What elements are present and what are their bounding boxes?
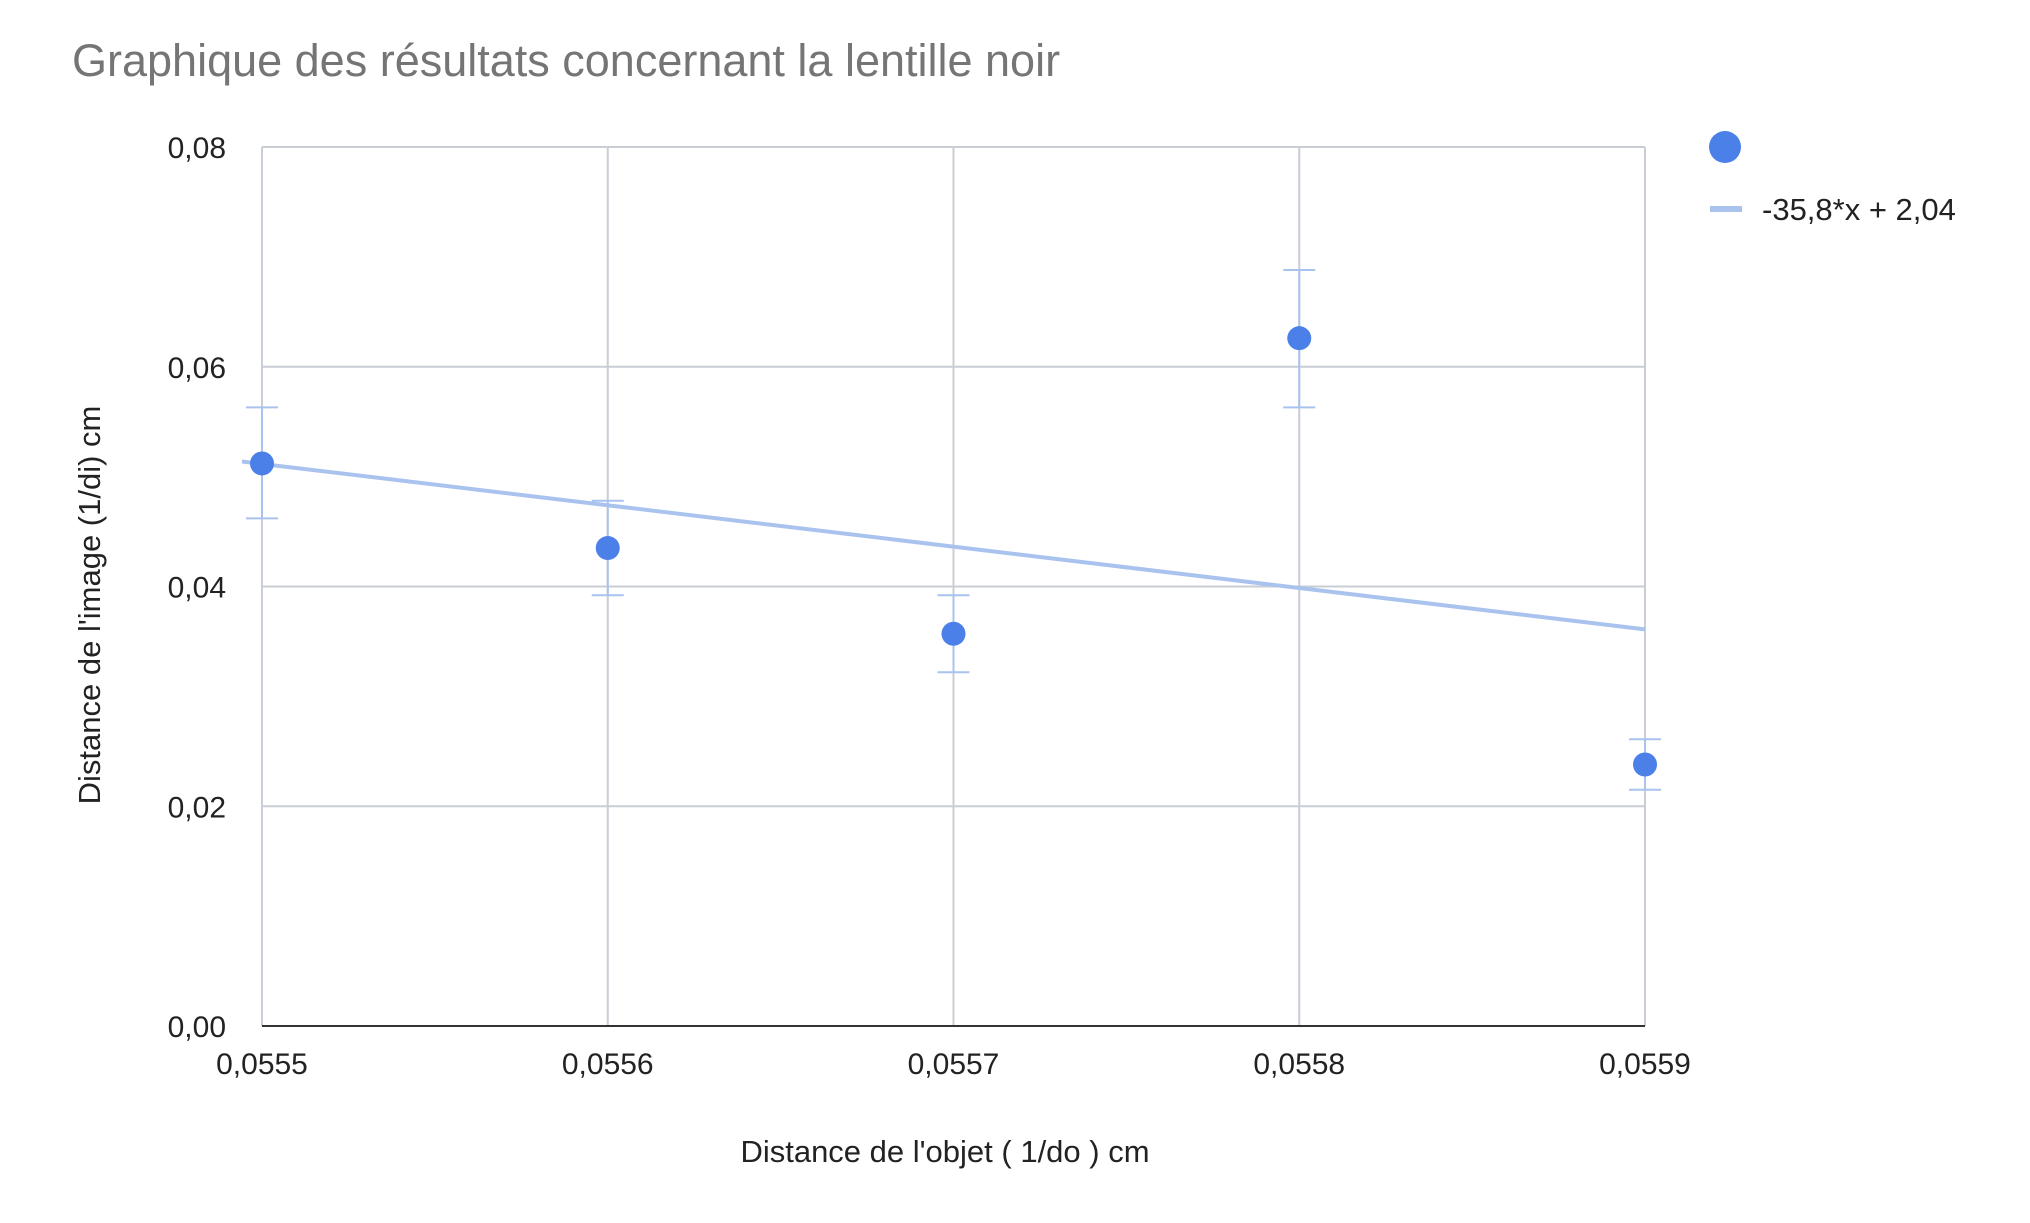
legend-marker-points bbox=[1709, 131, 1741, 163]
chart-title: Graphique des résultats concernant la le… bbox=[72, 35, 1060, 86]
y-axis-label: Distance de l'image (1/di) cm bbox=[72, 406, 107, 805]
data-point bbox=[1633, 752, 1657, 777]
data-point bbox=[941, 621, 966, 646]
y-tick-label: 0,04 bbox=[168, 572, 226, 605]
legend: -35,8*x + 2,04 bbox=[1709, 131, 1956, 227]
x-tick-label: 0,0555 bbox=[216, 1048, 308, 1081]
data-point bbox=[595, 536, 620, 561]
x-tick-label: 0,0559 bbox=[1599, 1048, 1691, 1081]
data-point bbox=[1287, 326, 1312, 351]
y-tick-label: 0,06 bbox=[168, 352, 226, 385]
y-tick-label: 0,00 bbox=[168, 1011, 226, 1044]
legend-label-trendline: -35,8*x + 2,04 bbox=[1762, 192, 1956, 227]
trendline bbox=[241, 459, 1646, 632]
grid bbox=[261, 146, 1646, 1027]
trendline-layer bbox=[241, 459, 1646, 632]
x-tick-label: 0,0558 bbox=[1253, 1048, 1345, 1081]
x-tick-label: 0,0556 bbox=[562, 1048, 654, 1081]
y-tick-label: 0,02 bbox=[168, 791, 226, 824]
data-point bbox=[250, 451, 274, 476]
tick-labels: 0,00 0,02 0,04 0,06 0,08 0,0555 0,0556 0,0557 0,… bbox=[168, 132, 1691, 1081]
x-axis-label: Distance de l'objet ( 1/do ) cm bbox=[740, 1134, 1149, 1169]
data-points bbox=[250, 326, 1657, 777]
x-tick-label: 0,0557 bbox=[908, 1048, 1000, 1081]
y-tick-label: 0,08 bbox=[168, 132, 226, 165]
